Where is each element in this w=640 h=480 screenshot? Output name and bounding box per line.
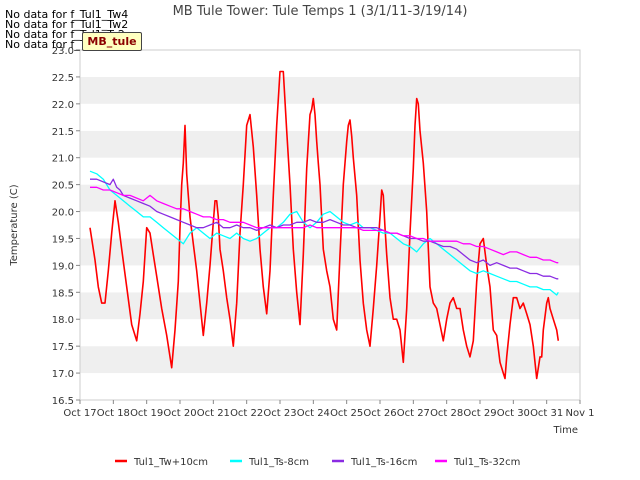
y-tick-label: 23.0 <box>52 46 74 57</box>
grid-band <box>80 76 580 104</box>
grid-band <box>80 373 580 400</box>
x-tick-label: Oct 17 <box>63 408 96 419</box>
grid-band <box>80 292 580 320</box>
y-tick-label: 22.5 <box>52 73 74 84</box>
grid-band <box>80 346 580 374</box>
legend: Tul1_Tw+10cm Tul1_Ts-8cm Tul1_Ts-16cm Tul1_… <box>115 457 520 468</box>
grid-band <box>80 211 580 239</box>
series-line-tul1-ts-8cm <box>89 170 559 296</box>
y-tick-label: 21.0 <box>52 154 74 165</box>
grid-band <box>80 157 580 185</box>
grid-band <box>80 130 580 158</box>
x-tick-label: Oct 22 <box>230 408 263 419</box>
legend-label: Tul1_Tw+10cm <box>133 457 208 468</box>
grid-band <box>80 50 580 77</box>
x-tick-label: Oct 21 <box>197 408 230 419</box>
x-tick-label: Oct 25 <box>330 408 363 419</box>
y-tick-label: 16.5 <box>52 396 74 407</box>
y-axis: 16.5 17.0 17.5 18.0 18.5 19.0 19.5 20.0 20.5 21.0… <box>52 46 80 407</box>
x-axis: Oct 17 Oct 18 Oct 19 Oct 20 Oct 21 Oct 22 Oct … <box>63 400 595 419</box>
legend-label: Tul1_Ts-8cm <box>248 457 309 468</box>
y-tick-label: 21.5 <box>52 127 74 138</box>
x-tick-label: Nov 1 <box>565 408 594 419</box>
series-line-tul1-ts-16cm <box>90 178 559 280</box>
x-tick-label: Oct 27 <box>397 408 430 419</box>
no-data-message: No data for f_Tul1_Tw2 <box>5 18 129 31</box>
series-lines <box>89 70 560 380</box>
legend-label: Tul1_Ts-32cm <box>453 457 520 468</box>
x-tick-label: Oct 31 <box>530 408 563 419</box>
y-tick-label: 20.5 <box>52 181 74 192</box>
y-tick-label: 20.0 <box>52 208 74 219</box>
x-tick-label: Oct 20 <box>163 408 196 419</box>
x-tick-label: Oct 23 <box>263 408 296 419</box>
series-line-tul1-tw-10cm <box>89 70 560 380</box>
no-data-message: No data for f_Tul1_Tw4 <box>5 8 129 21</box>
site-badge[interactable]: MB_tule <box>82 32 142 51</box>
grid-band <box>80 184 580 212</box>
y-tick-label: 19.5 <box>52 234 74 245</box>
y-tick-label: 17.0 <box>52 369 74 380</box>
x-tick-label: Oct 18 <box>97 408 130 419</box>
legend-label: Tul1_Ts-16cm <box>350 457 417 468</box>
y-axis-label: Temperature (C) <box>9 184 20 266</box>
grid-band <box>80 103 580 131</box>
plot-area-frame <box>79 49 581 401</box>
x-tick-label: Oct 29 <box>463 408 496 419</box>
grid-bands <box>80 50 580 400</box>
x-axis-label: Time <box>553 425 578 436</box>
y-tick-label: 22.0 <box>52 100 74 111</box>
chart-title: MB Tule Tower: Tule Temps 1 (3/1/11-3/19… <box>173 4 468 19</box>
grid-band <box>80 319 580 347</box>
x-tick-label: Oct 24 <box>297 408 330 419</box>
series-line-tul1-ts-32cm <box>90 186 559 264</box>
y-tick-label: 18.5 <box>52 288 74 299</box>
x-tick-label: Oct 26 <box>363 408 396 419</box>
y-tick-label: 17.5 <box>52 342 74 353</box>
x-tick-label: Oct 30 <box>497 408 530 419</box>
x-tick-label: Oct 28 <box>430 408 463 419</box>
y-tick-label: 19.0 <box>52 261 74 272</box>
y-tick-label: 18.0 <box>52 315 74 326</box>
x-tick-label: Oct 19 <box>130 408 163 419</box>
